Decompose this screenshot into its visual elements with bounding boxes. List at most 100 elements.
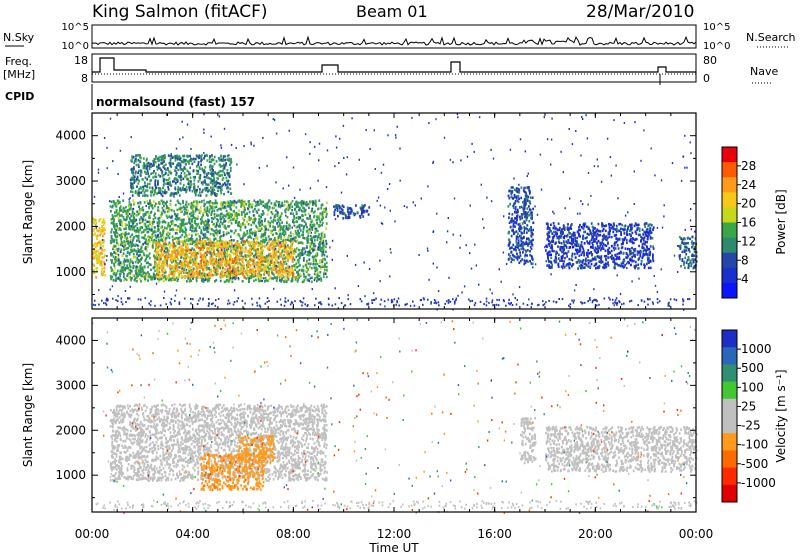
data-cell <box>153 231 155 234</box>
data-cell <box>122 210 124 213</box>
data-cell <box>225 275 228 278</box>
data-cell <box>114 211 116 214</box>
data-cell <box>176 228 179 231</box>
data-cell <box>223 182 226 185</box>
data-cell <box>187 215 189 218</box>
data-cell <box>248 243 250 246</box>
data-cell <box>93 269 95 272</box>
data-cell <box>137 159 140 162</box>
data-cell <box>194 189 196 192</box>
data-cell <box>529 240 532 243</box>
data-cell <box>272 218 275 221</box>
data-cell <box>230 212 232 216</box>
data-cell <box>175 164 178 168</box>
data-cell <box>224 240 227 244</box>
data-cell <box>189 202 192 206</box>
data-cell <box>131 228 134 231</box>
data-cell <box>297 201 299 205</box>
data-cell <box>165 163 167 166</box>
data-cell <box>210 177 212 181</box>
data-cell <box>144 170 146 174</box>
data-cell <box>193 200 195 204</box>
data-cell <box>151 225 153 228</box>
data-cell <box>179 251 181 254</box>
data-cell <box>298 268 301 272</box>
data-cell <box>228 245 231 248</box>
data-cell <box>98 227 101 230</box>
data-cell <box>321 241 324 245</box>
data-cell <box>185 251 187 254</box>
data-cell <box>323 268 326 272</box>
data-cell <box>338 204 341 208</box>
data-cell <box>259 227 261 231</box>
data-cell <box>198 167 201 170</box>
data-cell <box>240 203 243 207</box>
data-cell <box>510 192 513 195</box>
data-cell <box>177 271 180 275</box>
data-cell <box>323 246 326 249</box>
data-cell <box>297 216 300 219</box>
data-cell <box>98 257 101 260</box>
data-cell <box>170 254 173 258</box>
data-cell <box>264 264 267 267</box>
data-cell <box>278 270 281 273</box>
data-cell <box>168 209 171 212</box>
data-cell <box>159 191 161 194</box>
data-cell <box>294 278 297 281</box>
data-cell <box>134 190 137 193</box>
data-cell <box>179 158 181 161</box>
data-cell <box>275 244 278 247</box>
data-cell <box>150 278 153 281</box>
data-cell <box>526 194 529 198</box>
data-cell <box>96 244 99 247</box>
data-cell <box>115 228 117 232</box>
data-cell <box>170 261 173 264</box>
data-cell <box>318 218 321 221</box>
data-cell <box>158 266 161 269</box>
data-cell <box>257 200 259 204</box>
data-cell <box>145 248 148 251</box>
data-cell <box>211 209 214 213</box>
data-cell <box>263 233 265 237</box>
data-cell <box>199 188 201 191</box>
data-cell <box>210 201 213 204</box>
data-cell <box>182 262 184 265</box>
data-cell <box>109 275 112 278</box>
data-cell <box>299 252 301 255</box>
data-cell <box>302 280 305 284</box>
data-cell <box>209 252 212 255</box>
data-cell <box>198 200 201 204</box>
data-cell <box>272 264 274 268</box>
data-cell <box>308 206 310 209</box>
data-cell <box>157 253 160 256</box>
data-cell <box>187 177 189 181</box>
data-cell <box>209 270 212 273</box>
data-cell <box>140 249 143 253</box>
data-cell <box>236 215 239 218</box>
data-cell <box>287 250 290 253</box>
data-cell <box>321 218 323 221</box>
data-cell <box>252 262 254 266</box>
data-cell <box>238 243 240 246</box>
data-cell <box>271 256 274 259</box>
data-cell <box>176 253 179 256</box>
data-cell <box>270 261 272 264</box>
data-cell <box>277 236 280 239</box>
data-cell <box>156 243 159 247</box>
data-cell <box>127 246 130 250</box>
data-cell <box>229 273 231 276</box>
data-cell <box>267 257 269 261</box>
data-cell <box>232 204 234 207</box>
data-cell <box>361 209 363 212</box>
data-cell <box>194 258 197 262</box>
data-cell <box>253 221 256 225</box>
data-cell <box>153 204 156 208</box>
data-cell <box>93 227 96 231</box>
data-cell <box>116 242 119 245</box>
data-cell <box>318 199 321 202</box>
data-cell <box>311 200 314 203</box>
data-cell <box>229 187 232 190</box>
data-cell <box>173 180 176 183</box>
data-cell <box>231 260 234 263</box>
data-cell <box>93 221 95 225</box>
